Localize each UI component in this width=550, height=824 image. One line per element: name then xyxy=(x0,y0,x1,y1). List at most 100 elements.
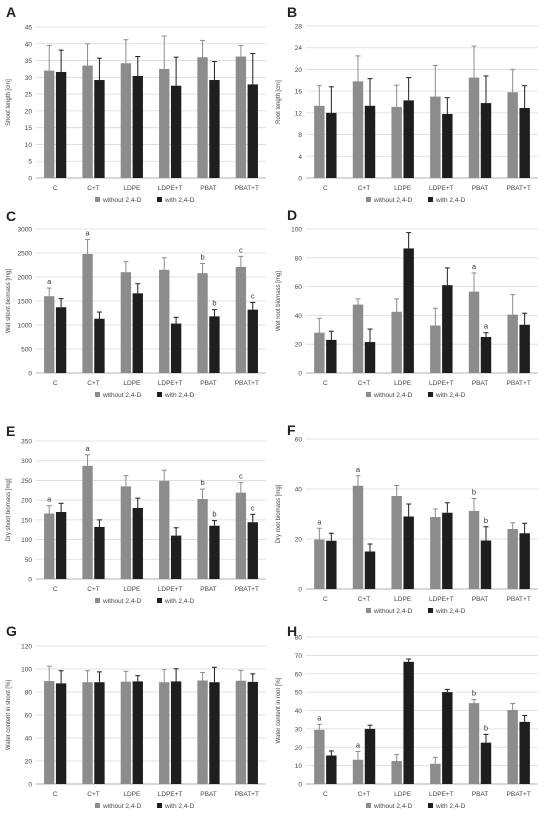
x-tick-label: LDPE+T xyxy=(158,586,183,593)
y-tick-label: 8 xyxy=(298,132,302,139)
y-tick-label: 20 xyxy=(295,537,303,544)
x-tick-label: C+T xyxy=(358,791,370,798)
legend-label: with 2,4-D xyxy=(164,598,195,605)
y-axis-label: Shoot length [cm] xyxy=(6,79,12,126)
y-tick-label: 30 xyxy=(25,75,33,82)
x-tick-label: LDPE+T xyxy=(429,380,454,387)
bar-with-ldpe xyxy=(132,293,143,373)
x-tick-label: LDPE xyxy=(123,380,141,387)
legend-label: without 2,4-D xyxy=(102,392,142,399)
y-tick-label: 40 xyxy=(25,736,33,743)
x-tick-label: PBAT+T xyxy=(507,185,531,192)
legend-label: with 2,4-D xyxy=(164,803,195,810)
y-tick-label: 60 xyxy=(295,437,303,444)
panel-label: D xyxy=(287,207,297,223)
legend-swatch xyxy=(157,803,162,808)
y-tick-label: 0 xyxy=(28,782,32,789)
bar-with-ldpe-plus-t xyxy=(442,285,453,373)
bar-without-ldpe xyxy=(391,311,402,373)
bar-without-ldpe-plus-t xyxy=(430,517,441,589)
y-tick-label: 40 xyxy=(25,41,33,48)
legend-swatch xyxy=(428,608,433,613)
bar-without-ldpe xyxy=(120,486,132,579)
legend-swatch xyxy=(366,197,371,202)
panel-label: H xyxy=(287,623,297,639)
bar-with-ldpe xyxy=(403,516,414,589)
bar-without-pbat-plus-t xyxy=(235,56,247,179)
x-tick-label: PBAT+T xyxy=(507,596,531,603)
legend-swatch xyxy=(157,598,162,603)
legend-label: without 2,4-D xyxy=(373,608,413,615)
x-tick-label: LDPE xyxy=(123,185,141,192)
significance-letter: b xyxy=(484,723,488,732)
y-tick-label: 30 xyxy=(295,726,303,733)
bar-without-pbat xyxy=(197,680,208,784)
bar-without-ldpe-plus-t xyxy=(159,68,170,178)
y-tick-label: 20 xyxy=(295,745,303,752)
y-tick-label: 3000 xyxy=(18,227,33,234)
x-tick-label: LDPE+T xyxy=(158,185,183,192)
bar-without-c-plus-t xyxy=(352,81,364,178)
y-tick-label: 250 xyxy=(21,478,32,485)
x-tick-label: C+T xyxy=(87,185,99,192)
bar-with-ldpe-plus-t xyxy=(170,85,182,178)
bar-with-c xyxy=(55,683,67,784)
chart-panel-c: C 0 500 1000 1500 2000 2500 3000 Wet shoot bioma… xyxy=(6,208,266,399)
x-tick-label: LDPE xyxy=(394,791,412,798)
legend-swatch xyxy=(157,392,162,397)
bar-with-c-plus-t xyxy=(364,342,376,373)
legend-swatch xyxy=(428,197,433,202)
bar-with-c-plus-t xyxy=(364,105,376,178)
bar-without-c xyxy=(314,729,325,784)
y-tick-label: 0 xyxy=(298,176,302,183)
bar-with-ldpe xyxy=(132,75,143,178)
significance-letter: a xyxy=(317,713,322,722)
y-tick-label: 20 xyxy=(25,759,33,766)
legend-label: without 2,4-D xyxy=(373,197,413,204)
panel-label: B xyxy=(287,4,297,20)
x-tick-label: PBAT+T xyxy=(235,380,259,387)
bar-with-pbat-plus-t xyxy=(247,309,258,373)
bar-without-ldpe xyxy=(120,63,132,178)
y-tick-label: 50 xyxy=(295,690,303,697)
bar-without-pbat xyxy=(468,77,480,178)
x-tick-label: PBAT+T xyxy=(235,185,259,192)
x-tick-label: C+T xyxy=(358,380,370,387)
chart-panel-a: A 0 5 10 15 20 25 30 35 40 45 Shoot length [cm] C C+T… xyxy=(6,4,266,204)
y-tick-label: 60 xyxy=(295,284,303,291)
significance-letter: a xyxy=(356,740,361,749)
legend-swatch xyxy=(366,392,371,397)
bar-without-c xyxy=(44,513,55,579)
y-tick-label: 120 xyxy=(21,644,32,651)
y-tick-label: 60 xyxy=(25,713,33,720)
bar-without-pbat-plus-t xyxy=(507,709,518,784)
x-tick-label: PBAT xyxy=(472,791,489,798)
y-tick-label: 80 xyxy=(295,635,303,642)
significance-letter: b xyxy=(472,688,476,697)
significance-letter: a xyxy=(47,277,52,286)
bar-with-c xyxy=(55,307,67,373)
legend-swatch xyxy=(366,608,371,613)
significance-letter: a xyxy=(472,262,477,271)
y-tick-label: 50 xyxy=(25,557,33,564)
x-tick-label: PBAT xyxy=(472,596,489,603)
bar-with-ldpe xyxy=(403,661,414,784)
y-tick-label: 28 xyxy=(295,24,303,31)
x-tick-label: LDPE xyxy=(123,791,141,798)
y-tick-label: 16 xyxy=(295,89,303,96)
x-tick-label: PBAT xyxy=(472,380,489,387)
significance-letter: b xyxy=(212,510,216,519)
bar-with-pbat-plus-t xyxy=(519,107,530,178)
bar-without-pbat-plus-t xyxy=(507,92,518,178)
x-tick-label: PBAT+T xyxy=(507,380,531,387)
y-tick-label: 60 xyxy=(295,671,303,678)
x-tick-label: C xyxy=(323,380,328,387)
x-tick-label: C+T xyxy=(358,596,370,603)
bar-with-pbat xyxy=(480,337,492,373)
significance-letter: a xyxy=(356,465,361,474)
legend-swatch xyxy=(95,598,100,603)
x-tick-label: C xyxy=(53,791,58,798)
bar-without-pbat-plus-t xyxy=(235,680,247,784)
bar-without-c-plus-t xyxy=(352,304,364,373)
